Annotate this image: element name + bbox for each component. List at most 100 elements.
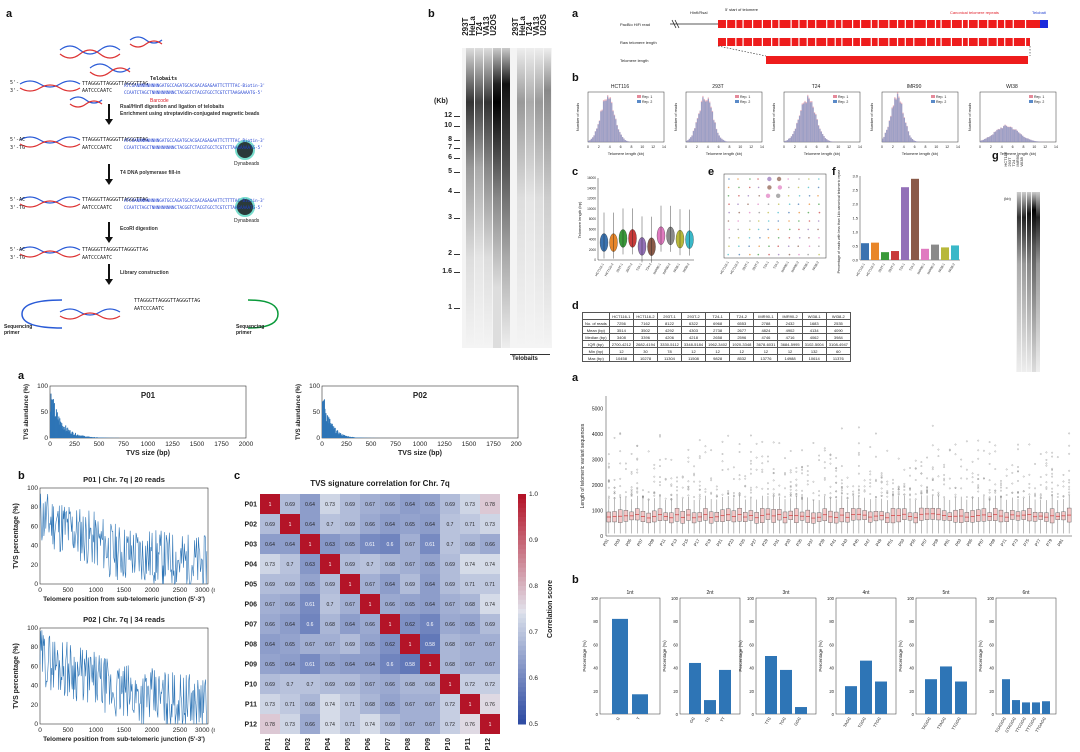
legend-swatch-1 — [833, 95, 837, 98]
telobait-seq-top-2: ATCGANNNNNNNNNGATGCCAGATGCACGACAGAGAATTC… — [124, 138, 266, 143]
hist-bar-rep2 — [819, 128, 821, 142]
heatmap-cell — [280, 574, 300, 594]
box-outlier — [994, 483, 997, 486]
box-outlier — [801, 496, 803, 499]
box-outlier — [806, 483, 809, 486]
read-gap — [790, 38, 792, 46]
box-outlier — [744, 484, 747, 487]
dot-point — [798, 220, 800, 222]
pct-ytick: 0 — [34, 721, 38, 728]
box-outlier — [619, 477, 622, 480]
dot-point — [817, 195, 819, 197]
pct-ytick: 100 — [27, 485, 38, 492]
dot-point — [818, 253, 820, 256]
heatmap-row-label: P02 — [245, 522, 258, 529]
box-outlier — [625, 468, 627, 470]
hist-bar-rep2 — [798, 116, 801, 142]
hist-xtick: 0 — [881, 145, 883, 149]
nt-xtick: TAGG — [842, 716, 852, 728]
box-outlier — [909, 487, 911, 490]
box-outlier — [1000, 489, 1002, 492]
heatmap-cell — [340, 694, 360, 714]
hist-bar-rep2 — [989, 136, 991, 142]
heatmap-cell — [320, 614, 340, 634]
dot-point — [767, 176, 772, 182]
hist-bar-rep2 — [985, 138, 987, 142]
heatmap-cell — [380, 714, 400, 734]
heatmap-cell — [260, 714, 280, 734]
box-outlier — [727, 490, 730, 492]
ladder-tick: 8 — [448, 136, 452, 143]
read-gap — [987, 38, 989, 46]
violin-ylabel: Telomere length (bp) — [577, 201, 582, 238]
dot-point — [749, 178, 751, 180]
box-outlier — [937, 455, 940, 457]
box-xtick: P07 — [636, 537, 644, 547]
box-outlier — [1062, 495, 1065, 498]
box-outlier — [858, 489, 860, 492]
heatmap-cell — [420, 714, 440, 734]
nt-bar-TTGG — [875, 681, 887, 714]
box-outlier — [977, 486, 980, 488]
dot-point — [788, 186, 790, 189]
box-outlier — [733, 466, 735, 469]
heatmap-value: 0.69 — [265, 582, 275, 588]
box-outlier — [687, 485, 690, 488]
box-outlier — [636, 482, 639, 485]
nt-bar-TGG — [780, 669, 792, 714]
heatmap-value: 0.7 — [327, 522, 334, 528]
gel-lane-7 — [526, 48, 534, 348]
heatmap-cell — [480, 534, 500, 554]
dot-point — [808, 237, 810, 239]
box-outlier — [727, 434, 730, 437]
box-outlier — [823, 494, 826, 496]
hist-bar-rep2 — [797, 119, 799, 142]
box-outlier — [835, 496, 838, 498]
heatmap-cell — [440, 514, 460, 534]
read-gap — [877, 20, 879, 28]
box-outlier — [607, 479, 610, 482]
dot-point — [808, 195, 811, 197]
heatmap-value: 0.6 — [427, 622, 434, 628]
box-outlier — [943, 483, 945, 486]
heatmap-value: 1 — [489, 722, 492, 728]
ladder-line — [454, 158, 460, 159]
colorbar-segment — [518, 632, 526, 638]
heatmap-row-label: P05 — [245, 582, 258, 589]
colorbar-segment — [518, 535, 526, 541]
box-outlier — [607, 480, 610, 483]
heatmap-value: 0.68 — [305, 702, 315, 708]
hist-bar-rep2 — [902, 113, 904, 142]
colorbar-segment — [518, 549, 526, 555]
heatmap-value: 0.64 — [345, 662, 355, 668]
box-outlier — [795, 484, 798, 487]
box-outlier — [738, 451, 741, 453]
nt-bar-TTGGG — [955, 681, 967, 714]
read-gap — [913, 38, 915, 46]
hist-bar-rep2 — [608, 99, 610, 142]
telomere-length-label: Telomere length — [620, 58, 649, 63]
telobait-seq-bottom-2: CCAATCTAGCTNNNNNNNNNCTACGGTCTACGTGCCTCGT… — [124, 145, 263, 150]
hist-xtick: 12 — [1043, 145, 1047, 149]
heatmap-value: 1 — [429, 662, 432, 668]
correlation-heatmap: TVS signature correlation for Chr. 7q1 0.… — [245, 479, 554, 750]
table-cell: 3102-5004 — [801, 340, 827, 348]
box-outlier — [954, 453, 957, 456]
box-xtick: P31 — [772, 537, 780, 547]
table-cell: 1683 — [801, 319, 827, 327]
box-outlier — [1028, 483, 1031, 485]
heatmap-cell — [380, 594, 400, 614]
hist-bar-rep2 — [913, 140, 915, 142]
heatmap-cell — [440, 554, 460, 574]
colorbar-segment — [518, 701, 526, 707]
pct-xtick: 2000 — [145, 587, 160, 594]
heatmap-cell — [380, 554, 400, 574]
hist-bar-rep2 — [722, 139, 724, 142]
heatmap-cell — [480, 614, 500, 634]
box-outlier — [750, 468, 752, 471]
box-outlier — [806, 470, 809, 472]
read-gap — [761, 38, 763, 46]
tvs-bar — [334, 427, 336, 438]
